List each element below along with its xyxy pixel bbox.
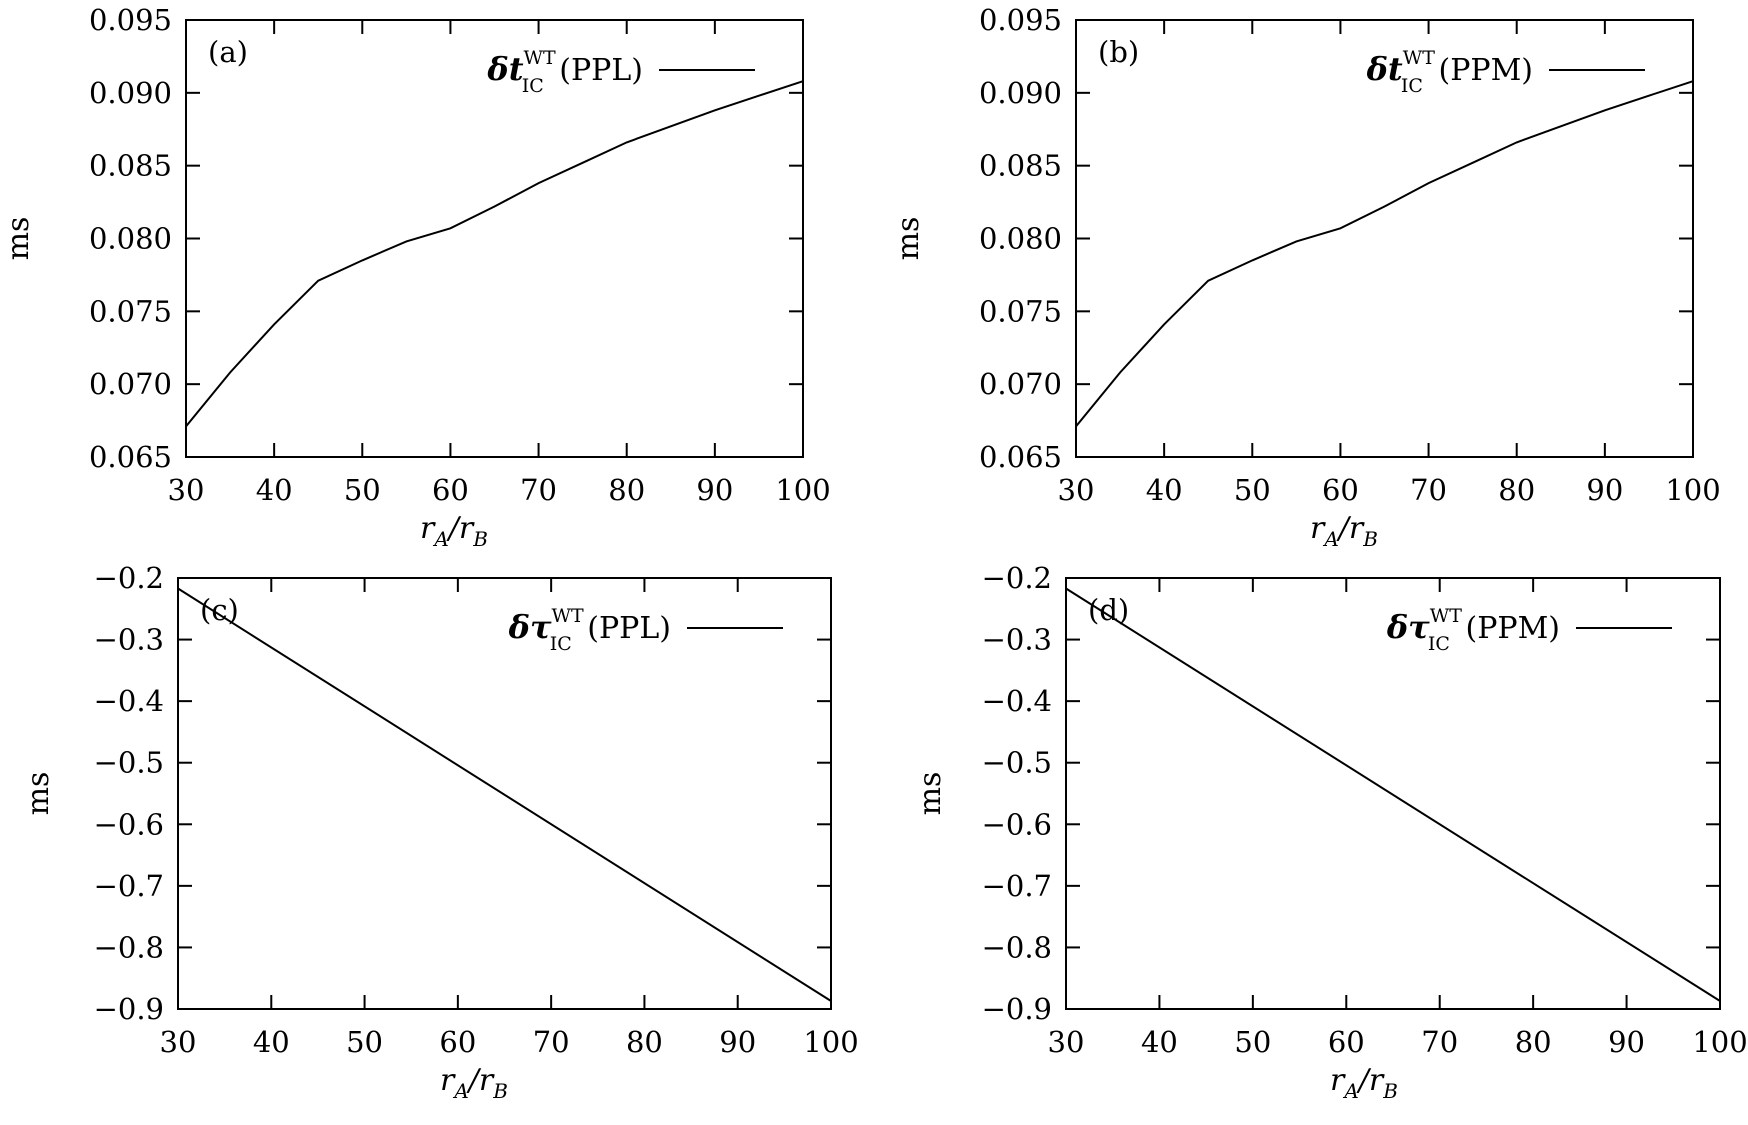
chart-panel-d: 30 40 50 60 70 80 90 100 −0.9 −0.8 −0.7 −0.6 −0.5 −0.…	[913, 561, 1748, 1103]
chart-panel-c: 30 40 50 60 70 80 90 100 −0.9 −0.8 −0.7 −0.6 −0.5 −0.…	[21, 561, 859, 1103]
x-tick-label: 80	[1498, 473, 1535, 507]
x-tick-label: 60	[439, 1025, 476, 1059]
x-tick-label: 40	[1146, 473, 1183, 507]
x-tick-label: 100	[803, 1025, 858, 1059]
y-tick-label: −0.3	[94, 623, 164, 657]
x-tick-label: 80	[608, 473, 645, 507]
x-tick-label: 100	[1692, 1025, 1747, 1059]
y-tick-label: 0.090	[979, 76, 1062, 110]
y-tick-label: −0.4	[94, 684, 164, 718]
series-line	[177, 587, 832, 1002]
y-tick-label: 0.095	[979, 3, 1062, 37]
series-line	[185, 80, 804, 428]
y-tick-label: −0.6	[982, 807, 1052, 841]
series-line	[1065, 587, 1721, 1002]
chart-panel-b: 30 40 50 60 70 80 90 100 0.065 0.070 0.075 0.080 0.0…	[891, 3, 1721, 551]
y-tick-label: −0.2	[94, 561, 164, 595]
y-tick-label: −0.7	[982, 869, 1052, 903]
panel-label: (b)	[1098, 35, 1139, 69]
x-tick-label: 30	[168, 473, 205, 507]
y-tick-label: 0.080	[979, 222, 1062, 256]
x-tick-label: 30	[1048, 1025, 1085, 1059]
x-tick-label: 30	[1058, 473, 1095, 507]
panel-label: (d)	[1088, 593, 1129, 627]
y-tick-label: 0.085	[89, 149, 172, 183]
x-tick-label: 40	[256, 473, 293, 507]
chart-panel-a: 30 40 50 60 70 80 90 100 0.065 0.070 0.075 0.080 0.0…	[1, 3, 831, 551]
panel-label: (a)	[208, 35, 248, 69]
x-tick-label: 70	[1410, 473, 1447, 507]
x-tick-label: 80	[1515, 1025, 1552, 1059]
y-axis-title: ms	[891, 217, 926, 261]
x-tick-label: 80	[626, 1025, 663, 1059]
y-tick-label: −0.6	[94, 807, 164, 841]
x-tick-label: 100	[1665, 473, 1720, 507]
y-tick-label: −0.8	[982, 930, 1052, 964]
panel-label: (c)	[200, 593, 239, 627]
x-tick-label: 90	[696, 473, 733, 507]
x-tick-label: 70	[1421, 1025, 1458, 1059]
y-tick-label: −0.9	[94, 992, 164, 1026]
y-tick-label: 0.090	[89, 76, 172, 110]
y-tick-label: 0.075	[979, 294, 1062, 328]
y-tick-label: −0.7	[94, 869, 164, 903]
legend-label: δτWT IC (PPM)	[1386, 605, 1560, 655]
x-axis-title: rA/rB	[1330, 1063, 1398, 1103]
x-tick-label: 50	[1234, 1025, 1271, 1059]
y-tick-label: −0.3	[982, 623, 1052, 657]
y-axis-title: ms	[21, 772, 56, 816]
y-tick-label: 0.070	[979, 367, 1062, 401]
legend: δtWT IC (PPM)	[1366, 47, 1645, 97]
x-tick-label: 50	[344, 473, 381, 507]
y-tick-label: 0.070	[89, 367, 172, 401]
x-tick-label: 90	[1586, 473, 1623, 507]
y-tick-label: 0.065	[89, 440, 172, 474]
legend-label: δτWT IC (PPL)	[508, 605, 671, 655]
x-tick-label: 70	[533, 1025, 570, 1059]
x-tick-label: 90	[1608, 1025, 1645, 1059]
x-axis-title: rA/rB	[440, 1063, 508, 1103]
series-line	[1075, 80, 1694, 428]
x-tick-label: 30	[160, 1025, 197, 1059]
y-tick-label: −0.4	[982, 684, 1052, 718]
y-axis-title: ms	[913, 772, 948, 816]
plot-frame	[177, 577, 832, 1010]
y-axis-title: ms	[1, 217, 36, 261]
x-tick-label: 50	[1234, 473, 1271, 507]
x-axis-title: rA/rB	[1310, 511, 1378, 551]
x-tick-label: 60	[1328, 1025, 1365, 1059]
legend: δτWT IC (PPL)	[508, 605, 783, 655]
x-tick-label: 70	[520, 473, 557, 507]
y-tick-label: −0.2	[982, 561, 1052, 595]
y-tick-label: −0.9	[982, 992, 1052, 1026]
legend: δτWT IC (PPM)	[1386, 605, 1672, 655]
x-tick-label: 60	[1322, 473, 1359, 507]
legend-label: δtWT IC (PPM)	[1366, 47, 1533, 97]
x-tick-label: 60	[432, 473, 469, 507]
y-tick-label: 0.065	[979, 440, 1062, 474]
x-tick-label: 90	[719, 1025, 756, 1059]
legend: δtWT IC (PPL)	[486, 47, 755, 97]
y-tick-label: −0.8	[94, 930, 164, 964]
y-tick-label: −0.5	[982, 746, 1052, 780]
y-tick-label: 0.095	[89, 3, 172, 37]
y-tick-label: 0.080	[89, 222, 172, 256]
x-axis-title: rA/rB	[420, 511, 488, 551]
y-tick-label: −0.5	[94, 746, 164, 780]
legend-label: δtWT IC (PPL)	[486, 47, 643, 97]
plot-frame	[1065, 577, 1721, 1010]
x-tick-label: 50	[346, 1025, 383, 1059]
x-tick-label: 40	[1141, 1025, 1178, 1059]
x-tick-label: 100	[775, 473, 830, 507]
x-tick-label: 40	[253, 1025, 290, 1059]
y-tick-label: 0.085	[979, 149, 1062, 183]
y-tick-label: 0.075	[89, 294, 172, 328]
